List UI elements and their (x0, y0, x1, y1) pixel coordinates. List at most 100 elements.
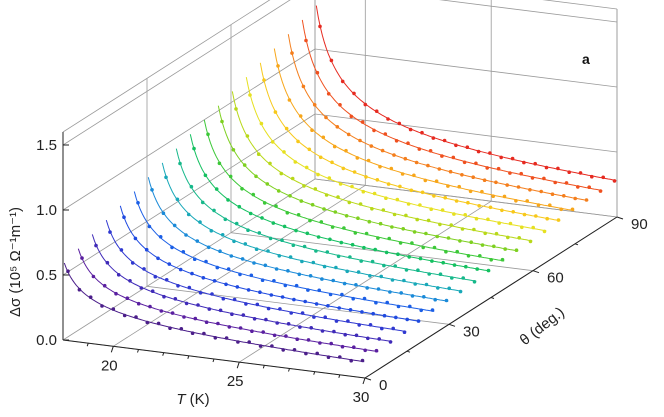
series-point (352, 170, 357, 174)
z-tick-label: 1.0 (36, 202, 57, 219)
series-point (525, 199, 529, 203)
series-point (408, 127, 413, 132)
series-point (342, 281, 347, 286)
series-point (413, 282, 418, 286)
series-point (245, 134, 250, 138)
series-point (232, 239, 236, 244)
series-point (457, 184, 462, 189)
chart-labels: 0.0 0.5 1.0 1.5 20 25 30 0 30 60 90 Δσ (10⁵ Ω⁻¹m⁻¹)… (7, 51, 648, 408)
series-point (217, 161, 222, 166)
series-point (150, 289, 155, 294)
series-point (437, 167, 442, 171)
series-point (254, 247, 259, 251)
grid-line-t-floor (238, 200, 492, 363)
series-point (388, 340, 393, 344)
series-point (270, 140, 275, 144)
series-point (262, 78, 266, 82)
series-point (332, 144, 337, 149)
series-point (542, 176, 546, 181)
series-point (447, 286, 452, 291)
series-point (383, 132, 388, 136)
series-point (394, 315, 398, 320)
series-point (300, 311, 305, 315)
series-point (340, 344, 345, 349)
series-point (326, 355, 331, 360)
series-point (446, 184, 450, 188)
series-point (312, 315, 316, 319)
series-point (286, 322, 291, 326)
series-point (214, 187, 219, 191)
series-point (322, 207, 326, 211)
series-point (384, 250, 389, 255)
series-point (88, 295, 93, 300)
series-point (294, 283, 299, 288)
series-point (308, 218, 312, 223)
series-point (545, 216, 549, 221)
series-point (539, 189, 543, 194)
series-point (258, 344, 263, 348)
series-point (506, 235, 510, 240)
x-tick (236, 362, 240, 369)
series-point (189, 184, 194, 189)
series-point (500, 257, 505, 262)
series-point (266, 249, 270, 253)
series-point (161, 211, 166, 215)
series-point (390, 278, 395, 282)
series-point (290, 176, 295, 181)
series-point (485, 166, 490, 170)
series-point (363, 102, 368, 107)
series-point (261, 330, 266, 334)
series-point (280, 295, 285, 299)
series-point (486, 268, 491, 273)
series-point (206, 132, 210, 137)
series-point (474, 216, 479, 221)
series-point (343, 332, 348, 337)
series-point (430, 259, 434, 263)
series-point (404, 268, 409, 272)
y-tick-label: 60 (547, 270, 564, 287)
series-point (181, 250, 186, 254)
series-point (150, 188, 154, 192)
series-point (392, 153, 396, 157)
series-point (601, 175, 605, 180)
series-point (421, 245, 426, 250)
series-point (317, 288, 322, 293)
series-point (452, 263, 457, 267)
series-point (338, 182, 343, 186)
series-point (418, 203, 422, 207)
series-point (451, 155, 456, 160)
series-point (424, 231, 428, 236)
series-point (412, 230, 417, 234)
series-point (553, 180, 557, 185)
series-point (119, 248, 124, 252)
series-point (511, 210, 515, 214)
series-point (318, 341, 322, 345)
series-point (308, 274, 313, 278)
series-point (418, 256, 423, 261)
series-point (434, 179, 439, 183)
series-point (248, 93, 252, 97)
series-point (612, 179, 617, 183)
series-curve (259, 62, 561, 222)
series-point (396, 304, 401, 309)
series-point (284, 126, 289, 131)
series-point (494, 180, 498, 185)
series-point (339, 240, 344, 245)
y-minor-tick (406, 350, 411, 353)
series-point (268, 236, 273, 241)
series-point (170, 245, 174, 250)
series-point (116, 273, 121, 277)
series-point (282, 150, 286, 154)
series-point (318, 155, 323, 160)
series-point (336, 195, 340, 199)
series-curve (105, 219, 407, 332)
grid-line-z-leftwall (62, 0, 291, 146)
series-point (139, 286, 144, 290)
series-point (401, 227, 406, 231)
grid-line-z-backwall (314, 48, 618, 88)
series-point (248, 211, 253, 216)
series-point (436, 286, 440, 290)
series-point (305, 231, 310, 236)
floor-edge-left (62, 178, 316, 341)
series-point (466, 254, 471, 258)
